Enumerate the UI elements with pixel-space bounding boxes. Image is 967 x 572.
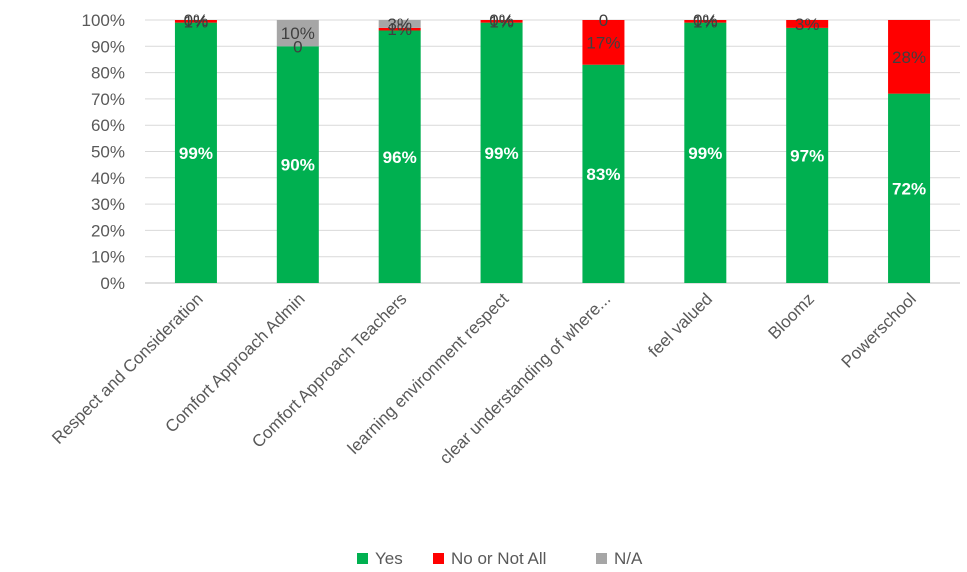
data-label: 1% (387, 20, 412, 39)
x-category-label: clear understanding of where... (436, 289, 614, 467)
legend-label: Yes (375, 549, 403, 568)
bar-segment-yes (276, 46, 319, 283)
data-label: 96% (383, 148, 417, 167)
bar-segment-no-or-not-all (684, 20, 727, 23)
bar-segment-yes (786, 27, 829, 283)
data-label: 99% (688, 144, 722, 163)
legend-label: No or Not All (451, 549, 546, 568)
bar-segment-yes (480, 22, 523, 283)
data-label: 0 (293, 37, 302, 56)
bar-segment-n-a (276, 20, 319, 47)
data-label: 99% (485, 144, 519, 163)
legend-label: N/A (614, 549, 643, 568)
data-label: 99% (179, 144, 213, 163)
data-label: 3% (795, 15, 820, 34)
bar-segment-yes (888, 93, 931, 283)
data-label: 1% (184, 12, 209, 31)
data-label: 0% (489, 11, 514, 30)
data-label: 10% (281, 24, 315, 43)
data-label: 0% (693, 11, 718, 30)
data-label: 72% (892, 179, 926, 198)
legend: Yes No or Not All N/A (357, 549, 643, 568)
x-category-label: Powerschool (838, 289, 920, 371)
bar-segment-no-or-not-all (174, 20, 217, 23)
data-labels: 99%1%0%90%010%96%1%3%99%1%0%83%17%099%1%… (179, 11, 926, 198)
data-label: 83% (586, 165, 620, 184)
data-label: 1% (693, 12, 718, 31)
y-tick-label: 40% (91, 169, 125, 188)
legend-swatch (357, 553, 368, 564)
y-tick-label: 60% (91, 116, 125, 135)
data-label: 0% (184, 11, 209, 30)
bar-segment-no-or-not-all (786, 20, 829, 28)
bar-segment-no-or-not-all (582, 20, 625, 65)
data-label: 90% (281, 156, 315, 175)
bars (174, 20, 931, 284)
data-label: 17% (586, 33, 620, 52)
bar-segment-yes (582, 64, 625, 284)
bar-segment-yes (174, 22, 217, 283)
y-tick-label: 30% (91, 195, 125, 214)
y-axis-ticks: 0% 10% 20% 30% 40% 50% 60% 70% 80% 90% 100% (82, 11, 125, 293)
y-tick-label: 10% (91, 248, 125, 267)
y-tick-label: 90% (91, 37, 125, 56)
y-tick-label: 100% (82, 11, 125, 30)
x-category-label: Bloomz (764, 289, 818, 343)
y-tick-label: 80% (91, 64, 125, 83)
bar-segment-no-or-not-all (480, 20, 523, 23)
y-tick-label: 70% (91, 90, 125, 109)
data-label: 3% (387, 15, 412, 34)
y-tick-label: 20% (91, 221, 125, 240)
y-tick-label: 50% (91, 143, 125, 162)
bar-segment-no-or-not-all (378, 27, 421, 31)
bar-segment-yes (684, 22, 727, 283)
bar-segment-n-a (378, 20, 421, 28)
bar-segment-no-or-not-all (888, 20, 931, 94)
data-label: 28% (892, 48, 926, 67)
legend-swatch (596, 553, 607, 564)
bar-segment-yes (378, 30, 421, 283)
legend-swatch (433, 553, 444, 564)
x-category-label: learning environment respect (344, 289, 513, 458)
data-label: 97% (790, 146, 824, 165)
y-tick-label: 0% (100, 274, 125, 293)
gridlines (145, 19, 960, 284)
data-label: 0 (599, 11, 608, 30)
data-label: 1% (489, 12, 514, 31)
x-category-label: feel valued (645, 289, 717, 361)
